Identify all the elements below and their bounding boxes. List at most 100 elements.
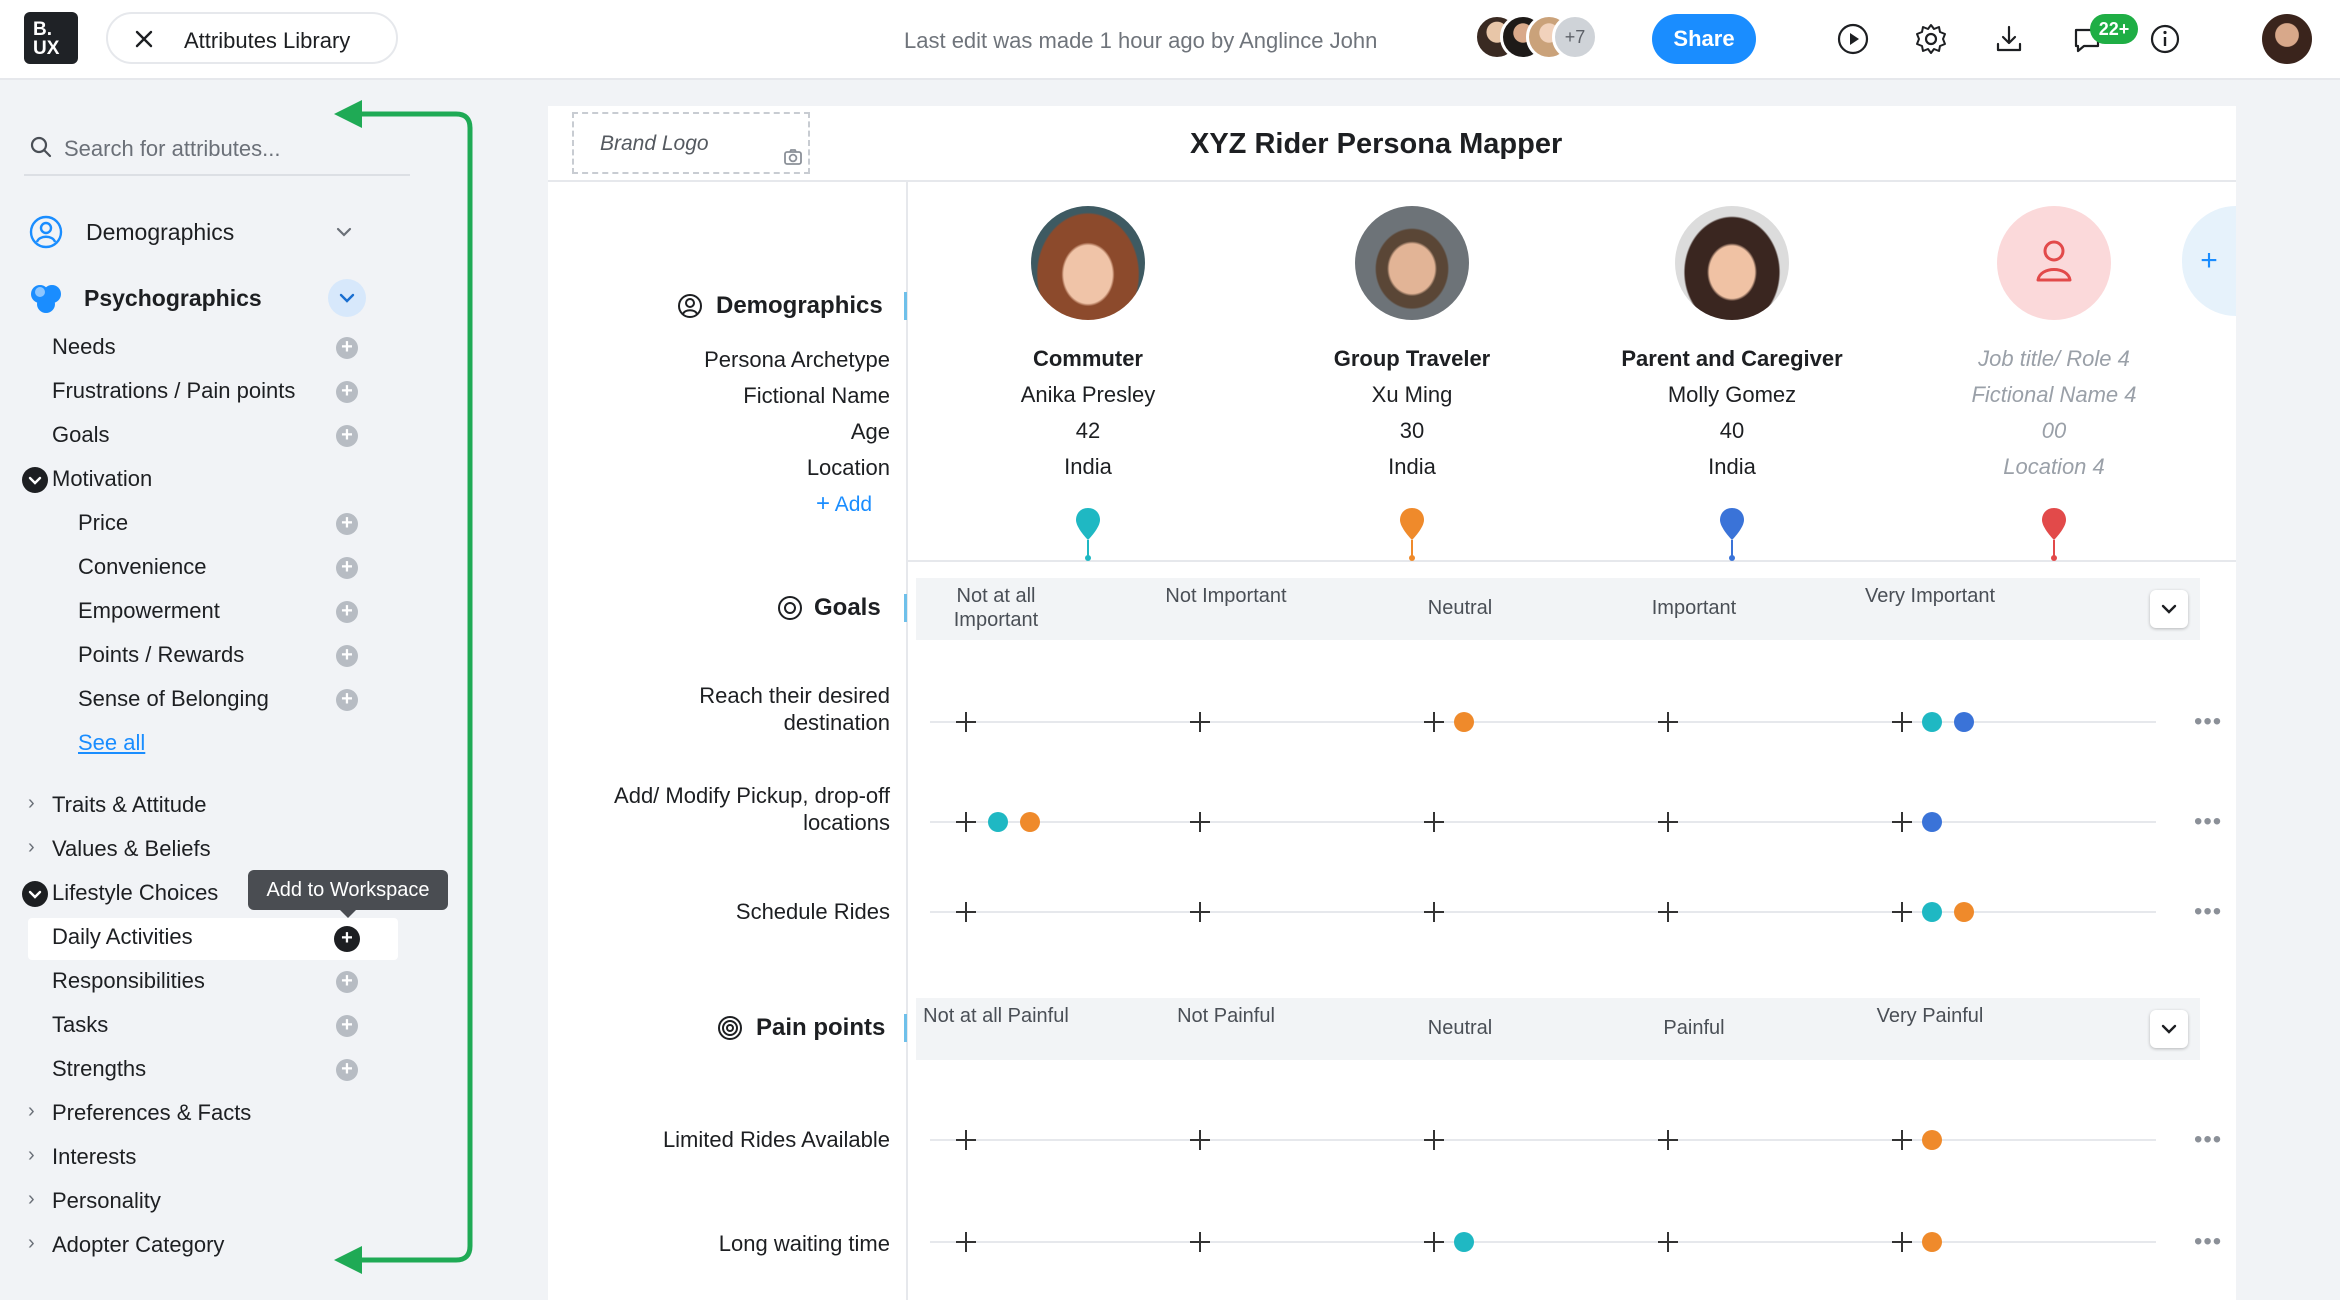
group-personality[interactable]: Personality <box>52 1188 161 1213</box>
more-options-icon[interactable]: ••• <box>2194 1228 2223 1255</box>
category-psychographics[interactable]: Psychographics <box>28 276 374 320</box>
scale-tick[interactable] <box>954 810 978 834</box>
rating-dot-parent-caregiver[interactable] <box>1954 712 1974 732</box>
persona-column-placeholder[interactable]: Job title/ Role 4 Fictional Name 4 00 Lo… <box>1904 206 2204 536</box>
attribute-item[interactable]: Tasks <box>52 1012 109 1037</box>
add-attribute-icon[interactable]: + <box>336 1015 358 1037</box>
persona-age[interactable]: 40 <box>1719 418 1745 443</box>
scale-tick[interactable] <box>1890 900 1914 924</box>
persona-location[interactable]: India <box>1064 454 1112 479</box>
scale-tick[interactable] <box>1656 710 1680 734</box>
collapse-button[interactable] <box>328 279 366 317</box>
persona-role[interactable]: Parent and Caregiver <box>1621 346 1843 371</box>
scale-dropdown-button[interactable] <box>2150 1010 2188 1048</box>
attribute-item[interactable]: Daily Activities <box>52 924 193 949</box>
add-attribute-icon[interactable]: + <box>336 337 358 359</box>
rating-dot-commuter[interactable] <box>1922 712 1942 732</box>
more-options-icon[interactable]: ••• <box>2194 708 2223 735</box>
see-all-link[interactable]: See all <box>78 730 146 755</box>
attribute-item[interactable]: Sense of Belonging <box>78 686 269 711</box>
attribute-item[interactable]: Goals <box>52 422 110 447</box>
scale-tick[interactable] <box>1656 1128 1680 1152</box>
persona-name[interactable]: Fictional Name 4 <box>1971 382 2137 407</box>
rating-row[interactable]: ••• <box>930 702 2221 742</box>
add-attribute-icon[interactable]: + <box>336 425 358 447</box>
collapse-lifestyle-icon[interactable] <box>22 881 48 907</box>
persona-role[interactable]: Job title/ Role 4 <box>1978 346 2130 371</box>
persona-age[interactable]: 00 <box>2041 418 2067 443</box>
scale-tick[interactable] <box>1422 810 1446 834</box>
persona-photo[interactable] <box>1031 206 1145 320</box>
scale-tick[interactable] <box>1656 1230 1680 1254</box>
add-attribute-icon[interactable]: + <box>336 971 358 993</box>
persona-location[interactable]: Location 4 <box>2003 454 2105 479</box>
scale-tick[interactable] <box>1188 1230 1212 1254</box>
scale-tick[interactable] <box>954 900 978 924</box>
rating-row[interactable]: ••• <box>930 892 2221 932</box>
play-icon[interactable] <box>1836 22 1870 56</box>
rating-dot-group-traveler[interactable] <box>1922 1130 1942 1150</box>
scale-tick[interactable] <box>1890 710 1914 734</box>
scale-tick[interactable] <box>1188 1128 1212 1152</box>
persona-column-group-traveler[interactable]: Group Traveler Xu Ming 30 India <box>1262 206 1562 536</box>
scale-tick[interactable] <box>1188 900 1212 924</box>
attribute-item[interactable]: Strengths <box>52 1056 147 1081</box>
download-icon[interactable] <box>1992 22 2026 56</box>
attribute-item[interactable]: Needs <box>52 334 116 359</box>
persona-photo[interactable] <box>1355 206 1469 320</box>
info-icon[interactable] <box>2148 22 2182 56</box>
scale-tick[interactable] <box>954 710 978 734</box>
attribute-search[interactable]: Search for attributes... <box>24 120 410 176</box>
persona-role[interactable]: Commuter <box>1032 346 1143 371</box>
camera-icon[interactable] <box>782 146 804 168</box>
share-button[interactable]: Share <box>1652 14 1756 64</box>
page-title[interactable]: XYZ Rider Persona Mapper <box>1190 128 1563 160</box>
persona-name[interactable]: Anika Presley <box>1020 382 1156 407</box>
persona-role[interactable]: Group Traveler <box>1333 346 1491 371</box>
rating-row[interactable]: ••• <box>930 802 2221 842</box>
scale-dropdown-button[interactable] <box>2150 590 2188 628</box>
more-collaborators-count[interactable]: +7 <box>1552 14 1598 60</box>
category-demographics[interactable]: Demographics <box>28 210 368 254</box>
persona-age[interactable]: 30 <box>1399 418 1425 443</box>
scale-tick[interactable] <box>1422 900 1446 924</box>
add-attribute-icon[interactable]: + <box>336 381 358 403</box>
group-values[interactable]: Values & Beliefs <box>52 836 211 861</box>
group-motivation[interactable]: Motivation <box>52 466 153 491</box>
persona-location[interactable]: India <box>1708 454 1756 479</box>
chevron-right-icon[interactable]: › <box>28 1100 35 1122</box>
persona-photo-placeholder[interactable] <box>1997 206 2111 320</box>
close-icon[interactable] <box>130 25 158 53</box>
persona-column-parent-caregiver[interactable]: Parent and Caregiver Molly Gomez 40 Indi… <box>1582 206 1882 536</box>
chevron-right-icon[interactable]: › <box>28 1144 35 1166</box>
rating-dot-group-traveler[interactable] <box>1020 812 1040 832</box>
rating-dot-parent-caregiver[interactable] <box>1922 812 1942 832</box>
add-attribute-icon[interactable]: + <box>336 513 358 535</box>
attribute-item[interactable]: Empowerment <box>78 598 220 623</box>
group-adopter-category[interactable]: Adopter Category <box>52 1232 225 1257</box>
scale-tick[interactable] <box>954 1128 978 1152</box>
add-attribute-icon[interactable]: + <box>336 1059 358 1081</box>
scale-tick[interactable] <box>1890 1230 1914 1254</box>
chevron-right-icon[interactable]: › <box>28 792 35 814</box>
group-traits[interactable]: Traits & Attitude <box>52 792 207 817</box>
rating-dot-group-traveler[interactable] <box>1922 1232 1942 1252</box>
attribute-item[interactable]: Frustrations / Pain points <box>52 378 296 403</box>
gear-icon[interactable] <box>1914 22 1948 56</box>
group-interests[interactable]: Interests <box>52 1144 137 1169</box>
more-options-icon[interactable]: ••• <box>2194 1126 2223 1153</box>
attribute-item[interactable]: Points / Rewards <box>78 642 245 667</box>
user-avatar[interactable] <box>2262 14 2312 64</box>
scale-tick[interactable] <box>1188 810 1212 834</box>
add-attribute-icon[interactable]: + <box>336 557 358 579</box>
add-attribute-icon[interactable]: + <box>336 645 358 667</box>
scale-tick[interactable] <box>1422 710 1446 734</box>
collapse-motivation-icon[interactable] <box>22 467 48 493</box>
rating-row[interactable]: ••• <box>930 1120 2221 1160</box>
attribute-item[interactable]: Price <box>78 510 129 535</box>
chevron-right-icon[interactable]: › <box>28 1232 35 1254</box>
scale-tick[interactable] <box>1188 710 1212 734</box>
persona-column-commuter[interactable]: Commuter Anika Presley 42 India <box>938 206 1238 536</box>
scale-tick[interactable] <box>954 1230 978 1254</box>
scale-tick[interactable] <box>1890 1128 1914 1152</box>
